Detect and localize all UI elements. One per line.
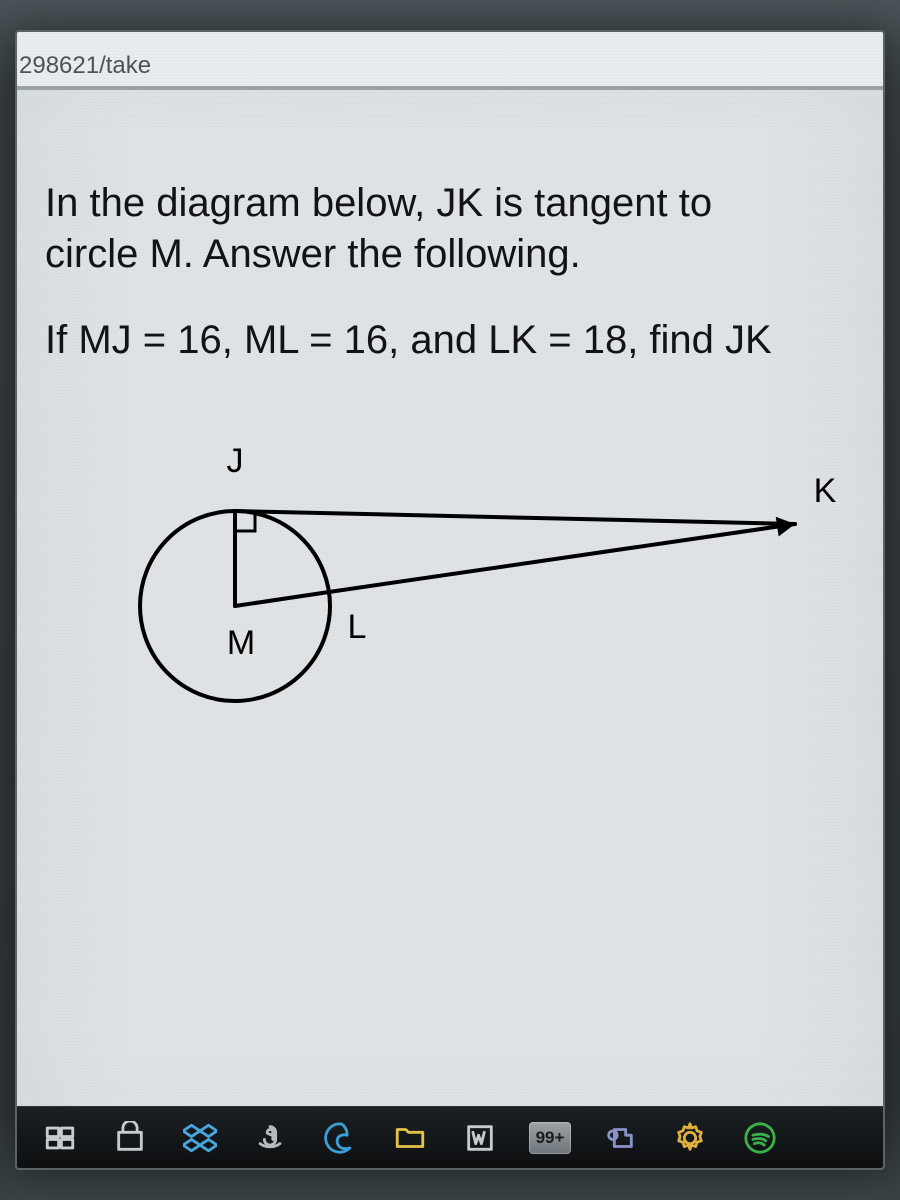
segment-ML: [235, 592, 329, 606]
question-given: If MJ = 16, ML = 16, and LK = 18, find J…: [45, 314, 855, 366]
label-K: K: [814, 472, 837, 510]
screen-window: 298621/take In the diagram below, JK is …: [15, 30, 885, 1170]
file-explorer-icon[interactable]: [389, 1117, 431, 1159]
store-icon[interactable]: [109, 1117, 151, 1159]
geometry-diagram: J M L K: [45, 416, 845, 756]
taskbar[interactable]: 99+: [17, 1106, 883, 1168]
question-line-1: In the diagram below, JK is tangent to: [45, 178, 855, 229]
label-M: M: [227, 624, 255, 662]
amazon-icon[interactable]: [249, 1117, 291, 1159]
segment-JK: [235, 511, 795, 524]
question-content: In the diagram below, JK is tangent to c…: [17, 90, 883, 776]
notif-badge[interactable]: 99+: [529, 1117, 571, 1159]
teams-icon[interactable]: [599, 1117, 641, 1159]
label-L: L: [348, 608, 367, 646]
task-view-icon[interactable]: [39, 1117, 81, 1159]
edge-icon[interactable]: [319, 1117, 361, 1159]
settings-icon[interactable]: [669, 1117, 711, 1159]
question-line-2: circle M. Answer the following.: [45, 229, 855, 280]
word-icon[interactable]: [459, 1117, 501, 1159]
dropbox-icon[interactable]: [179, 1117, 221, 1159]
label-J: J: [227, 442, 244, 480]
diagram-container: J M L K: [45, 416, 855, 756]
address-bar[interactable]: 298621/take: [17, 32, 883, 90]
notification-badge[interactable]: 99+: [529, 1122, 571, 1154]
spotify-icon[interactable]: [739, 1117, 781, 1159]
segment-LK: [329, 524, 795, 592]
arrowhead-k: [776, 517, 795, 537]
url-fragment: 298621/take: [17, 52, 151, 80]
